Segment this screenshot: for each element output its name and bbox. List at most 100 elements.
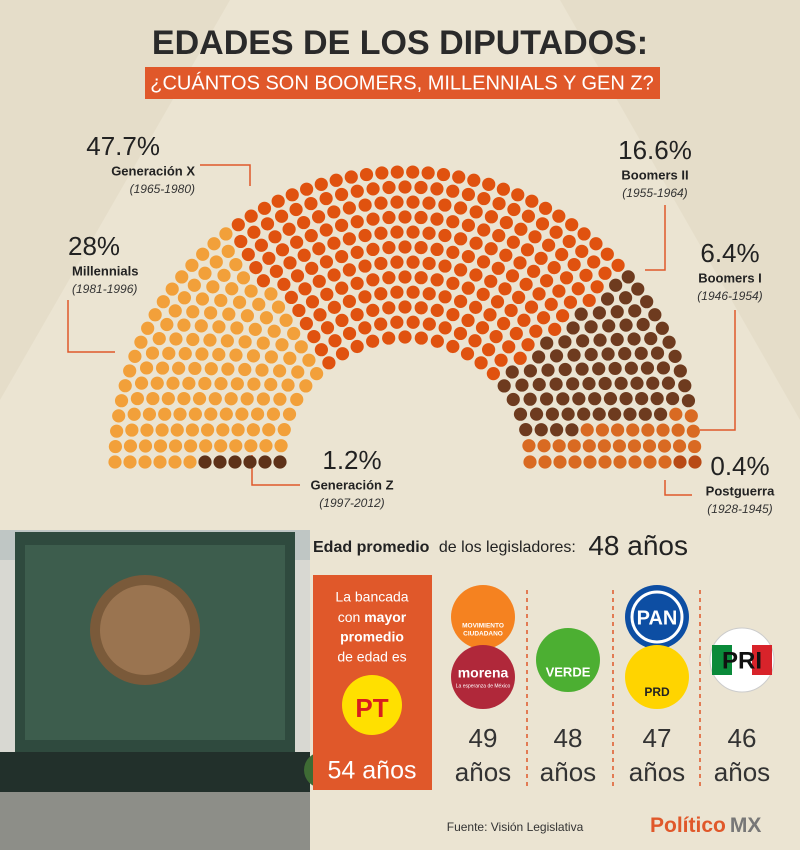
seat — [476, 255, 491, 269]
seat — [461, 281, 475, 295]
seat — [474, 356, 488, 370]
seat — [185, 258, 199, 272]
seat — [486, 367, 500, 381]
seat — [497, 316, 511, 331]
seat — [502, 340, 516, 354]
seat — [454, 232, 468, 246]
title: EDADES DE LOS DIPUTADOS: — [152, 24, 648, 62]
seat — [597, 439, 611, 453]
seat — [579, 268, 593, 282]
pt-text: PT — [355, 693, 388, 723]
bg-shape — [0, 0, 230, 400]
seat — [375, 166, 389, 180]
seat — [602, 319, 616, 333]
seat — [289, 202, 303, 217]
seat — [166, 376, 180, 390]
seat — [177, 291, 192, 305]
seat — [374, 226, 388, 240]
seat — [446, 307, 460, 322]
seat — [584, 347, 598, 362]
seat — [414, 301, 428, 315]
seat — [627, 439, 642, 453]
seat — [584, 320, 598, 334]
seat — [297, 248, 311, 262]
seat — [319, 191, 333, 206]
value-label: 6.4% — [700, 238, 759, 268]
box-age: 54 años — [328, 757, 417, 785]
seat — [461, 313, 475, 328]
seat — [658, 455, 672, 469]
seat — [477, 191, 491, 206]
seat — [398, 240, 412, 254]
seat — [582, 377, 596, 391]
verde-text: VERDE — [546, 664, 591, 679]
seat — [156, 295, 170, 309]
seat — [228, 455, 242, 469]
seat — [687, 439, 702, 454]
seat — [619, 392, 633, 406]
seat — [519, 423, 533, 437]
seat — [382, 241, 396, 255]
seat — [640, 361, 655, 375]
seat — [406, 195, 420, 209]
seat — [532, 287, 546, 301]
seat — [681, 394, 696, 408]
seat — [165, 282, 179, 296]
seat — [601, 347, 615, 361]
seat — [224, 392, 238, 406]
seat — [262, 251, 276, 265]
box-text: La bancada con mayor promedio de edad es — [335, 589, 408, 665]
seat — [661, 376, 676, 390]
category-label: Generación Z — [310, 477, 393, 492]
seat — [155, 361, 170, 375]
seat — [549, 377, 563, 391]
seat — [644, 331, 658, 346]
seat — [576, 334, 590, 348]
seat — [177, 392, 191, 406]
seat — [160, 317, 174, 332]
seat — [610, 305, 624, 319]
seat — [344, 170, 358, 184]
seat — [320, 287, 334, 301]
seat — [650, 346, 665, 360]
seat — [608, 361, 622, 376]
hemicycle — [108, 165, 702, 469]
subtitle-box — [145, 67, 660, 99]
seat — [206, 280, 220, 294]
seat — [277, 423, 291, 437]
seat — [350, 184, 364, 198]
seat — [589, 237, 603, 251]
seat — [512, 290, 526, 305]
pt-logo — [342, 675, 402, 735]
seat — [172, 361, 186, 375]
seat — [454, 201, 468, 215]
seat — [155, 423, 169, 437]
seat — [525, 194, 539, 208]
seat — [225, 282, 239, 296]
seat — [489, 330, 503, 344]
morena-logo — [451, 645, 515, 709]
seat — [414, 271, 428, 285]
seat — [327, 236, 341, 250]
seat — [192, 392, 207, 406]
seat — [521, 209, 536, 223]
seat — [342, 232, 356, 246]
mc-logo — [451, 585, 515, 649]
seat — [422, 287, 436, 301]
seat — [610, 423, 625, 437]
seat — [414, 180, 428, 195]
seat — [342, 326, 357, 341]
seat — [213, 455, 227, 469]
seat — [194, 319, 208, 333]
seat — [123, 439, 138, 453]
seat — [536, 311, 551, 325]
seat — [252, 297, 266, 311]
seat — [366, 334, 380, 348]
building-photo — [0, 530, 340, 850]
seat — [541, 363, 555, 377]
seat — [542, 238, 556, 252]
seat — [212, 347, 226, 362]
seat — [668, 349, 682, 363]
seat — [513, 407, 528, 421]
seat — [297, 215, 311, 230]
